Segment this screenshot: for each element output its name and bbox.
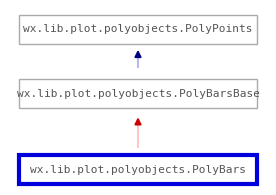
FancyBboxPatch shape xyxy=(19,79,257,108)
Text: wx.lib.plot.polyobjects.PolyBarsBase: wx.lib.plot.polyobjects.PolyBarsBase xyxy=(17,89,259,99)
FancyBboxPatch shape xyxy=(19,15,257,44)
Text: wx.lib.plot.polyobjects.PolyPoints: wx.lib.plot.polyobjects.PolyPoints xyxy=(23,24,253,34)
Text: wx.lib.plot.polyobjects.PolyBars: wx.lib.plot.polyobjects.PolyBars xyxy=(30,165,246,175)
FancyBboxPatch shape xyxy=(19,155,257,184)
